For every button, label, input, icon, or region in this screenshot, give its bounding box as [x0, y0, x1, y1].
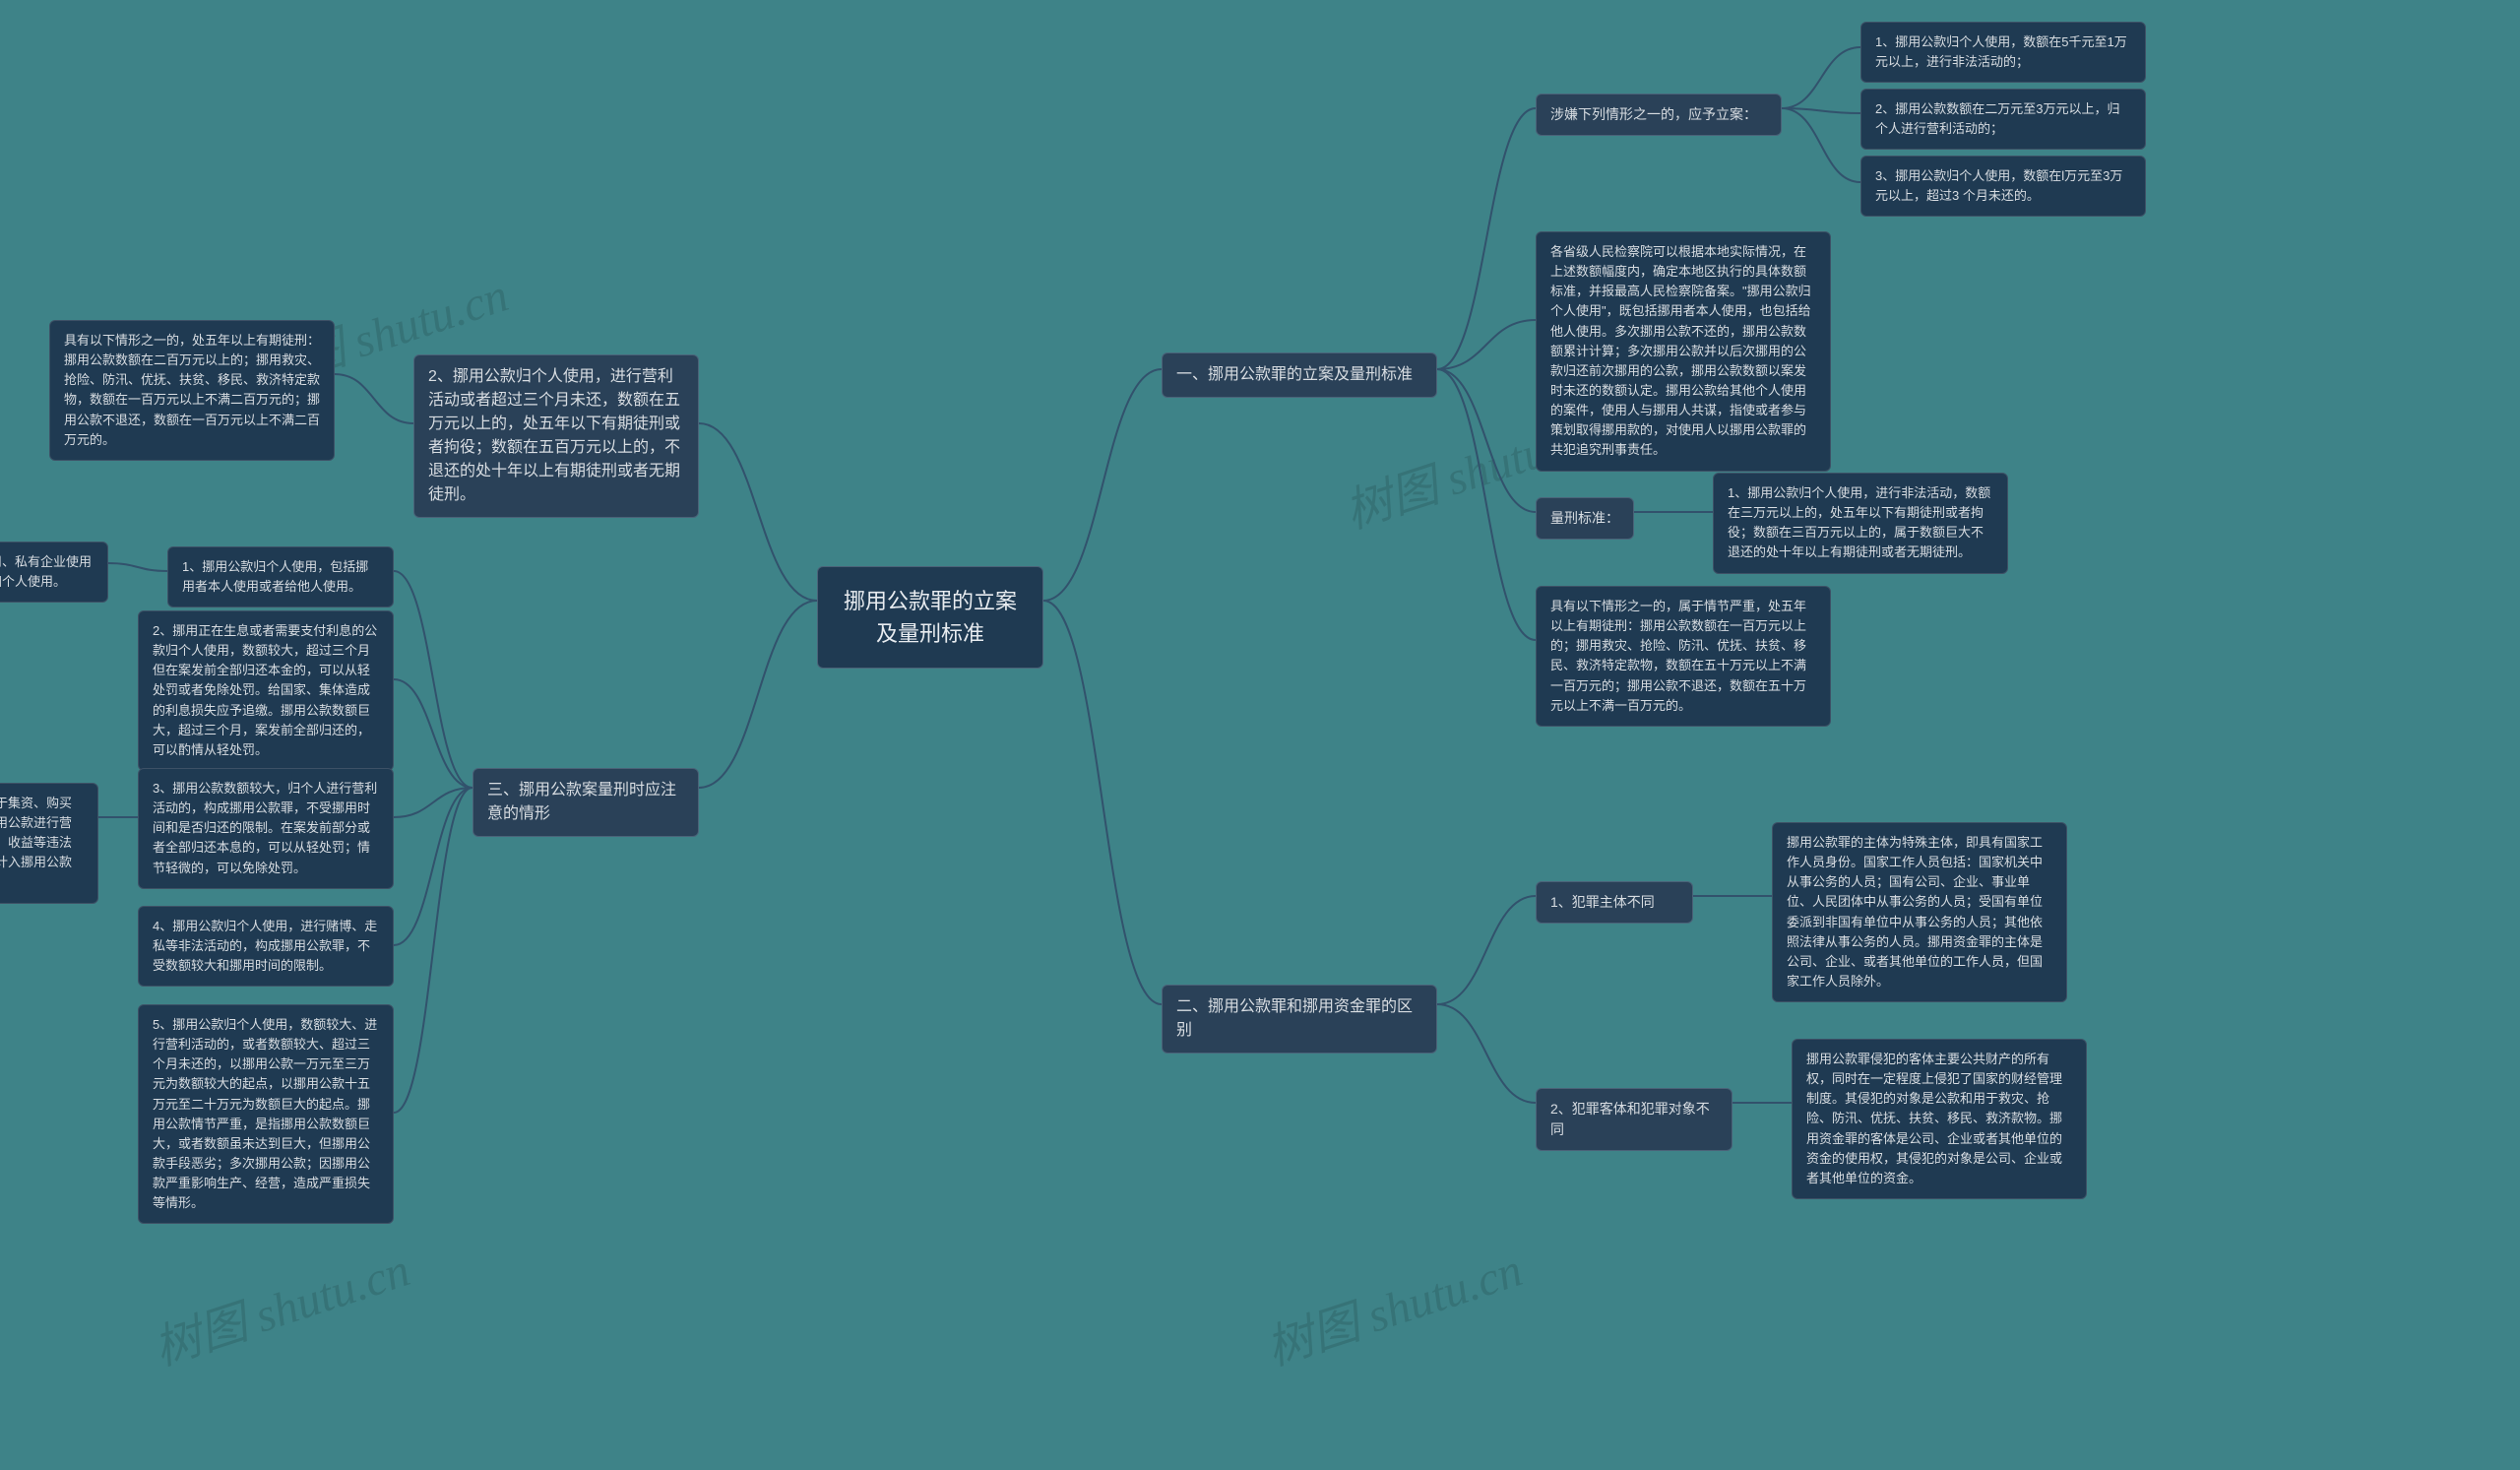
leaf-s3-3: 3、挪用公款数额较大，归个人进行营利活动的，构成挪用公款罪，不受挪用时间和是否归…	[138, 768, 394, 889]
sub-object-diff: 2、犯罪客体和犯罪对象不同	[1536, 1088, 1732, 1151]
sub-sentencing: 量刑标准：	[1536, 497, 1634, 540]
branch-section2: 二、挪用公款罪和挪用资金罪的区别	[1162, 985, 1437, 1054]
root-node: 挪用公款罪的立案及量刑标准	[817, 566, 1043, 669]
leaf-case3: 3、挪用公款归个人使用，数额在l万元至3万元以上，超过3 个月未还的。	[1860, 156, 2146, 217]
watermark: 树图 shutu.cn	[1256, 1231, 1530, 1378]
branch-section3: 三、挪用公款案量刑时应注意的情形	[472, 768, 699, 837]
leaf-case2: 2、挪用公款数额在二万元至3万元以上，归个人进行营利活动的；	[1860, 89, 2146, 150]
leaf-s3-1-side: 挪用公款给私有公司、私有企业使用的，属于挪用公款归个人使用。	[0, 542, 108, 603]
sub-case-filing: 涉嫌下列情形之一的，应予立案：	[1536, 94, 1782, 136]
leaf-profit-severe: 具有以下情形之一的，处五年以上有期徒刑：挪用公款数额在二百万元以上的；挪用救灾、…	[49, 320, 335, 461]
branch-section1: 一、挪用公款罪的立案及量刑标准	[1162, 352, 1437, 398]
sub-subject-diff: 1、犯罪主体不同	[1536, 881, 1693, 924]
watermark: 树图 shutu.cn	[144, 1231, 417, 1378]
leaf-s3-3-side: 挪用公款存入银行、用于集资、购买股票、国债等，属于挪用公款进行营利活动。所获取的…	[0, 783, 98, 904]
branch-profit-activity: 2、挪用公款归个人使用，进行营利活动或者超过三个月未还，数额在五万元以上的，处五…	[413, 354, 699, 518]
leaf-sentence1: 1、挪用公款归个人使用，进行非法活动，数额在三万元以上的，处五年以下有期徒刑或者…	[1713, 473, 2008, 574]
leaf-case1: 1、挪用公款归个人使用，数额在5千元至1万元以上，进行非法活动的；	[1860, 22, 2146, 83]
leaf-s3-5: 5、挪用公款归个人使用，数额较大、进行营利活动的，或者数额较大、超过三个月未还的…	[138, 1004, 394, 1224]
leaf-provincial: 各省级人民检察院可以根据本地实际情况，在上述数额幅度内，确定本地区执行的具体数额…	[1536, 231, 1831, 472]
leaf-s3-4: 4、挪用公款归个人使用，进行赌博、走私等非法活动的，构成挪用公款罪，不受数额较大…	[138, 906, 394, 987]
leaf-subject-diff: 挪用公款罪的主体为特殊主体，即具有国家工作人员身份。国家工作人员包括：国家机关中…	[1772, 822, 2067, 1002]
leaf-severe: 具有以下情形之一的，属于情节严重，处五年以上有期徒刑：挪用公款数额在一百万元以上…	[1536, 586, 1831, 727]
leaf-s3-1: 1、挪用公款归个人使用，包括挪用者本人使用或者给他人使用。	[167, 546, 394, 607]
leaf-object-diff: 挪用公款罪侵犯的客体主要公共财产的所有权，同时在一定程度上侵犯了国家的财经管理制…	[1792, 1039, 2087, 1199]
leaf-s3-2: 2、挪用正在生息或者需要支付利息的公款归个人使用，数额较大，超过三个月但在案发前…	[138, 610, 394, 771]
